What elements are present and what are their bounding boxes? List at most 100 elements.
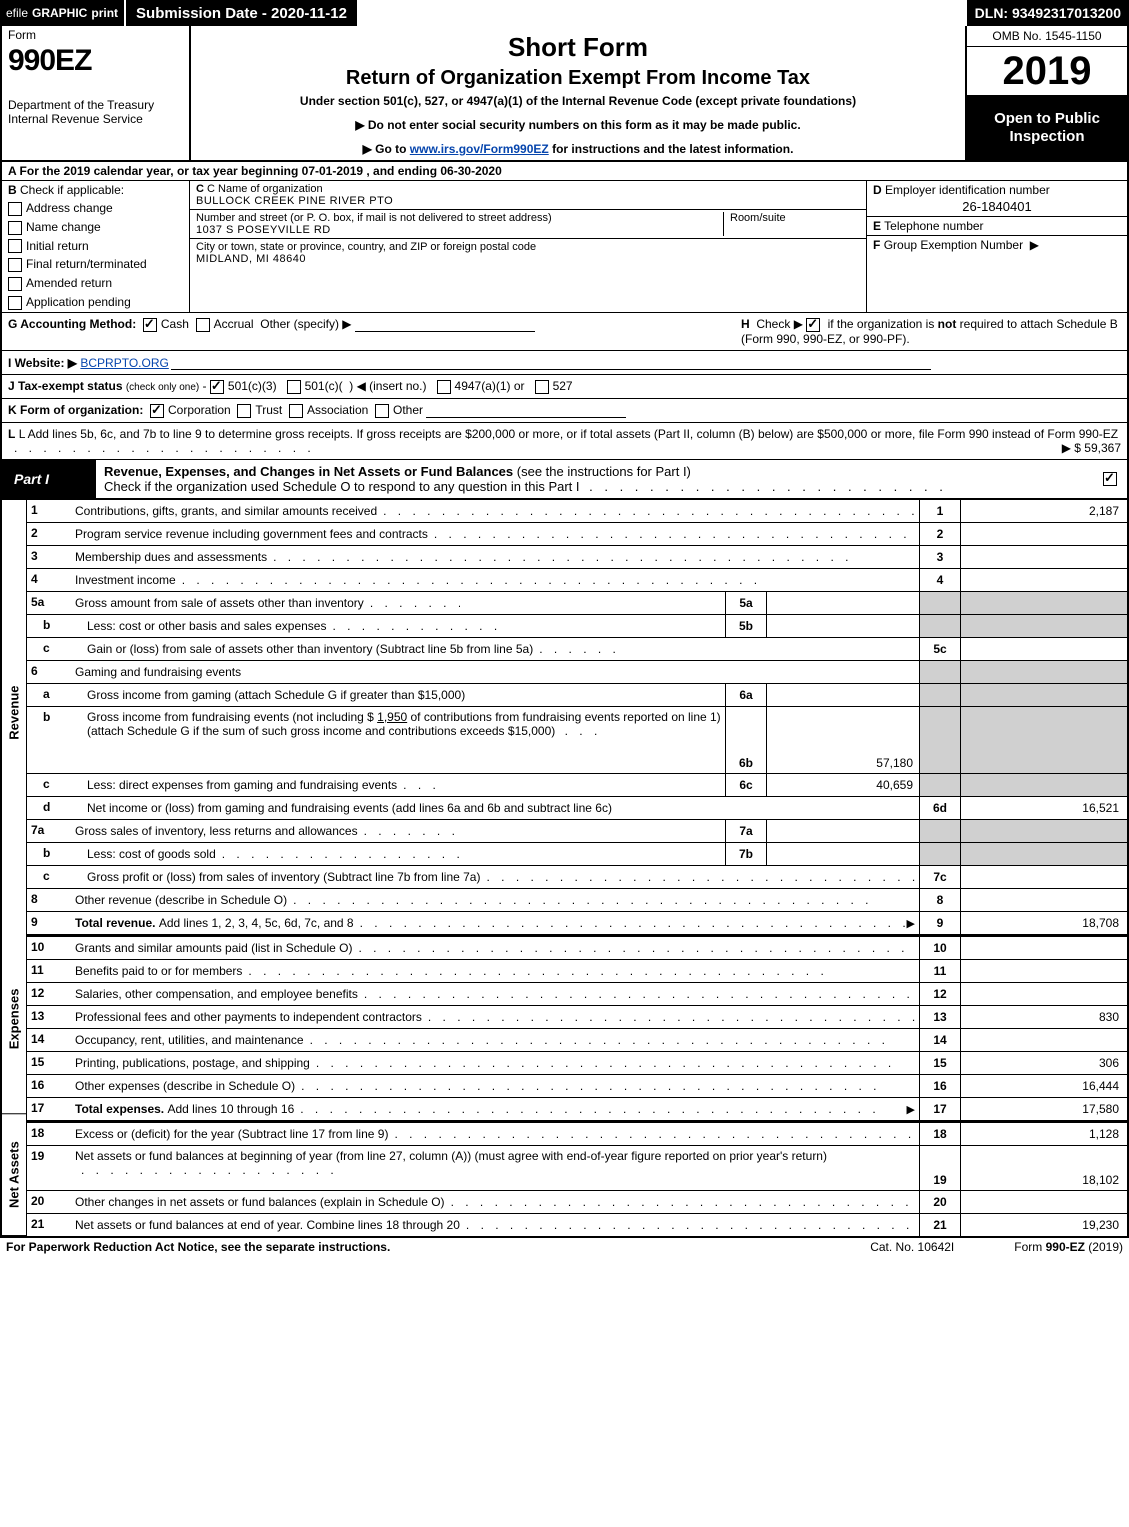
line-19: 19 Net assets or fund balances at beginn… [27, 1146, 1127, 1191]
val-12 [960, 983, 1127, 1005]
val-16: 16,444 [960, 1075, 1127, 1097]
website-link[interactable]: BCPRPTO.ORG [80, 356, 168, 370]
column-b: B B Check if applicable:Check if applica… [2, 181, 190, 312]
innerval-5b [766, 615, 919, 637]
val-10 [960, 937, 1127, 959]
val-6d: 16,521 [960, 797, 1127, 819]
val-7c [960, 866, 1127, 888]
form-code: 990EZ [8, 46, 183, 76]
line-16: 16 Other expenses (describe in Schedule … [27, 1075, 1127, 1098]
chk-application-pending[interactable]: Application pending [8, 295, 183, 310]
fin-body: 1 Contributions, gifts, grants, and simi… [27, 500, 1127, 1236]
val-15: 306 [960, 1052, 1127, 1074]
chk-501c3[interactable] [210, 380, 224, 394]
line-a-tax-year: A For the 2019 calendar year, or tax yea… [0, 162, 1129, 181]
line-12: 12 Salaries, other compensation, and emp… [27, 983, 1127, 1006]
header-center: Short Form Return of Organization Exempt… [191, 26, 965, 160]
chk-initial-return[interactable]: Initial return [8, 239, 183, 254]
name-label: C Name of organization [207, 183, 323, 195]
line-5b: b Less: cost or other basis and sales ex… [27, 615, 1127, 638]
print-link[interactable]: print [91, 6, 118, 20]
goto-pre: ▶ Go to [363, 142, 410, 156]
chk-527[interactable] [535, 380, 549, 394]
chk-final-return[interactable]: Final return/terminated [8, 257, 183, 272]
row-g-h: G Accounting Method: Cash Accrual Other … [0, 312, 1129, 350]
line-7a: 7a Gross sales of inventory, less return… [27, 820, 1127, 843]
chk-4947[interactable] [437, 380, 451, 394]
chk-schedule-o-part1[interactable] [1103, 472, 1117, 486]
catalog-number: Cat. No. 10642I [870, 1240, 954, 1254]
banner-spacer [359, 0, 967, 26]
chk-association[interactable] [289, 404, 303, 418]
line-13: 13 Professional fees and other payments … [27, 1006, 1127, 1029]
line-6: 6 Gaming and fundraising events [27, 661, 1127, 684]
form-word: Form [8, 28, 183, 42]
ein-label: Employer identification number [885, 183, 1050, 197]
k-label: K Form of organization: [8, 403, 143, 417]
line-6d: d Net income or (loss) from gaming and f… [27, 797, 1127, 820]
val-17: 17,580 [960, 1098, 1127, 1120]
subtitle-section: Under section 501(c), 527, or 4947(a)(1)… [201, 94, 955, 108]
row-i-website: I Website: ▶ BCPRPTO.ORG [0, 350, 1129, 374]
header-right: OMB No. 1545-1150 2019 Open to Public In… [965, 26, 1127, 160]
l-text: L Add lines 5b, 6c, and 7b to line 9 to … [19, 427, 1118, 441]
val-2 [960, 523, 1127, 545]
val-3 [960, 546, 1127, 568]
column-def: D Employer identification number 26-1840… [866, 181, 1127, 312]
letter-b: B [8, 183, 17, 197]
val-5c [960, 638, 1127, 660]
inline-amount-6b: 1,950 [377, 710, 407, 724]
chk-amended-return[interactable]: Amended return [8, 276, 183, 291]
top-banner: efile GRAPHIC print Submission Date - 20… [0, 0, 1129, 26]
chk-schedule-b[interactable] [806, 318, 820, 332]
ein-value: 26-1840401 [873, 199, 1121, 214]
val-13: 830 [960, 1006, 1127, 1028]
row-k-form-org: K Form of organization: Corporation Trus… [0, 398, 1129, 422]
chk-address-change[interactable]: Address change [8, 201, 183, 216]
telephone-label: Telephone number [884, 219, 983, 233]
chk-trust[interactable] [237, 404, 251, 418]
val-19: 18,102 [960, 1146, 1127, 1190]
page-footer: For Paperwork Reduction Act Notice, see … [0, 1238, 1129, 1256]
line-6a: a Gross income from gaming (attach Sched… [27, 684, 1127, 707]
chk-corporation[interactable] [150, 404, 164, 418]
line-3: 3 Membership dues and assessments 3 [27, 546, 1127, 569]
row-j-tax-exempt: J Tax-exempt status (check only one) - 5… [0, 374, 1129, 398]
chk-other-org[interactable] [375, 404, 389, 418]
line-2: 2 Program service revenue including gove… [27, 523, 1127, 546]
side-revenue: Revenue [2, 500, 26, 925]
not-word: not [938, 317, 957, 331]
form-reference: Form 990-EZ (2019) [1014, 1240, 1123, 1254]
part-1-check-text: Check if the organization used Schedule … [104, 479, 580, 494]
innerval-6c: 40,659 [766, 774, 919, 796]
line-10: 10 Grants and similar amounts paid (list… [27, 935, 1127, 960]
efile-print-block: efile GRAPHIC print [0, 0, 126, 26]
l-amount: ▶ $ 59,367 [1062, 441, 1121, 455]
paperwork-notice: For Paperwork Reduction Act Notice, see … [6, 1240, 870, 1254]
val-11 [960, 960, 1127, 982]
omb-number: OMB No. 1545-1150 [967, 26, 1127, 47]
irs-link[interactable]: www.irs.gov/Form990EZ [410, 142, 549, 156]
innerval-6a [766, 684, 919, 706]
line-7c: c Gross profit or (loss) from sales of i… [27, 866, 1127, 889]
chk-name-change[interactable]: Name change [8, 220, 183, 235]
val-18: 1,128 [960, 1123, 1127, 1145]
org-name: BULLOCK CREEK PINE RIVER PTO [196, 195, 860, 207]
line-8: 8 Other revenue (describe in Schedule O)… [27, 889, 1127, 912]
g-label: G Accounting Method: [8, 317, 136, 331]
other-specify-field[interactable] [355, 317, 535, 332]
i-label: I Website: ▶ [8, 356, 77, 370]
line-9: 9 Total revenue. Add lines 1, 2, 3, 4, 5… [27, 912, 1127, 935]
chk-cash[interactable] [143, 318, 157, 332]
chk-accrual[interactable] [196, 318, 210, 332]
val-4 [960, 569, 1127, 591]
line-11: 11 Benefits paid to or for members 11 [27, 960, 1127, 983]
part-1-label: Part I [2, 460, 96, 498]
chk-501c[interactable] [287, 380, 301, 394]
dln-number: DLN: 93492317013200 [967, 0, 1129, 26]
financial-table: Revenue Expenses Net Assets 1 Contributi… [0, 500, 1129, 1238]
val-20 [960, 1191, 1127, 1213]
line-4: 4 Investment income 4 [27, 569, 1127, 592]
row-l-gross-receipts: L L Add lines 5b, 6c, and 7b to line 9 t… [0, 422, 1129, 459]
line-5c: c Gain or (loss) from sale of assets oth… [27, 638, 1127, 661]
